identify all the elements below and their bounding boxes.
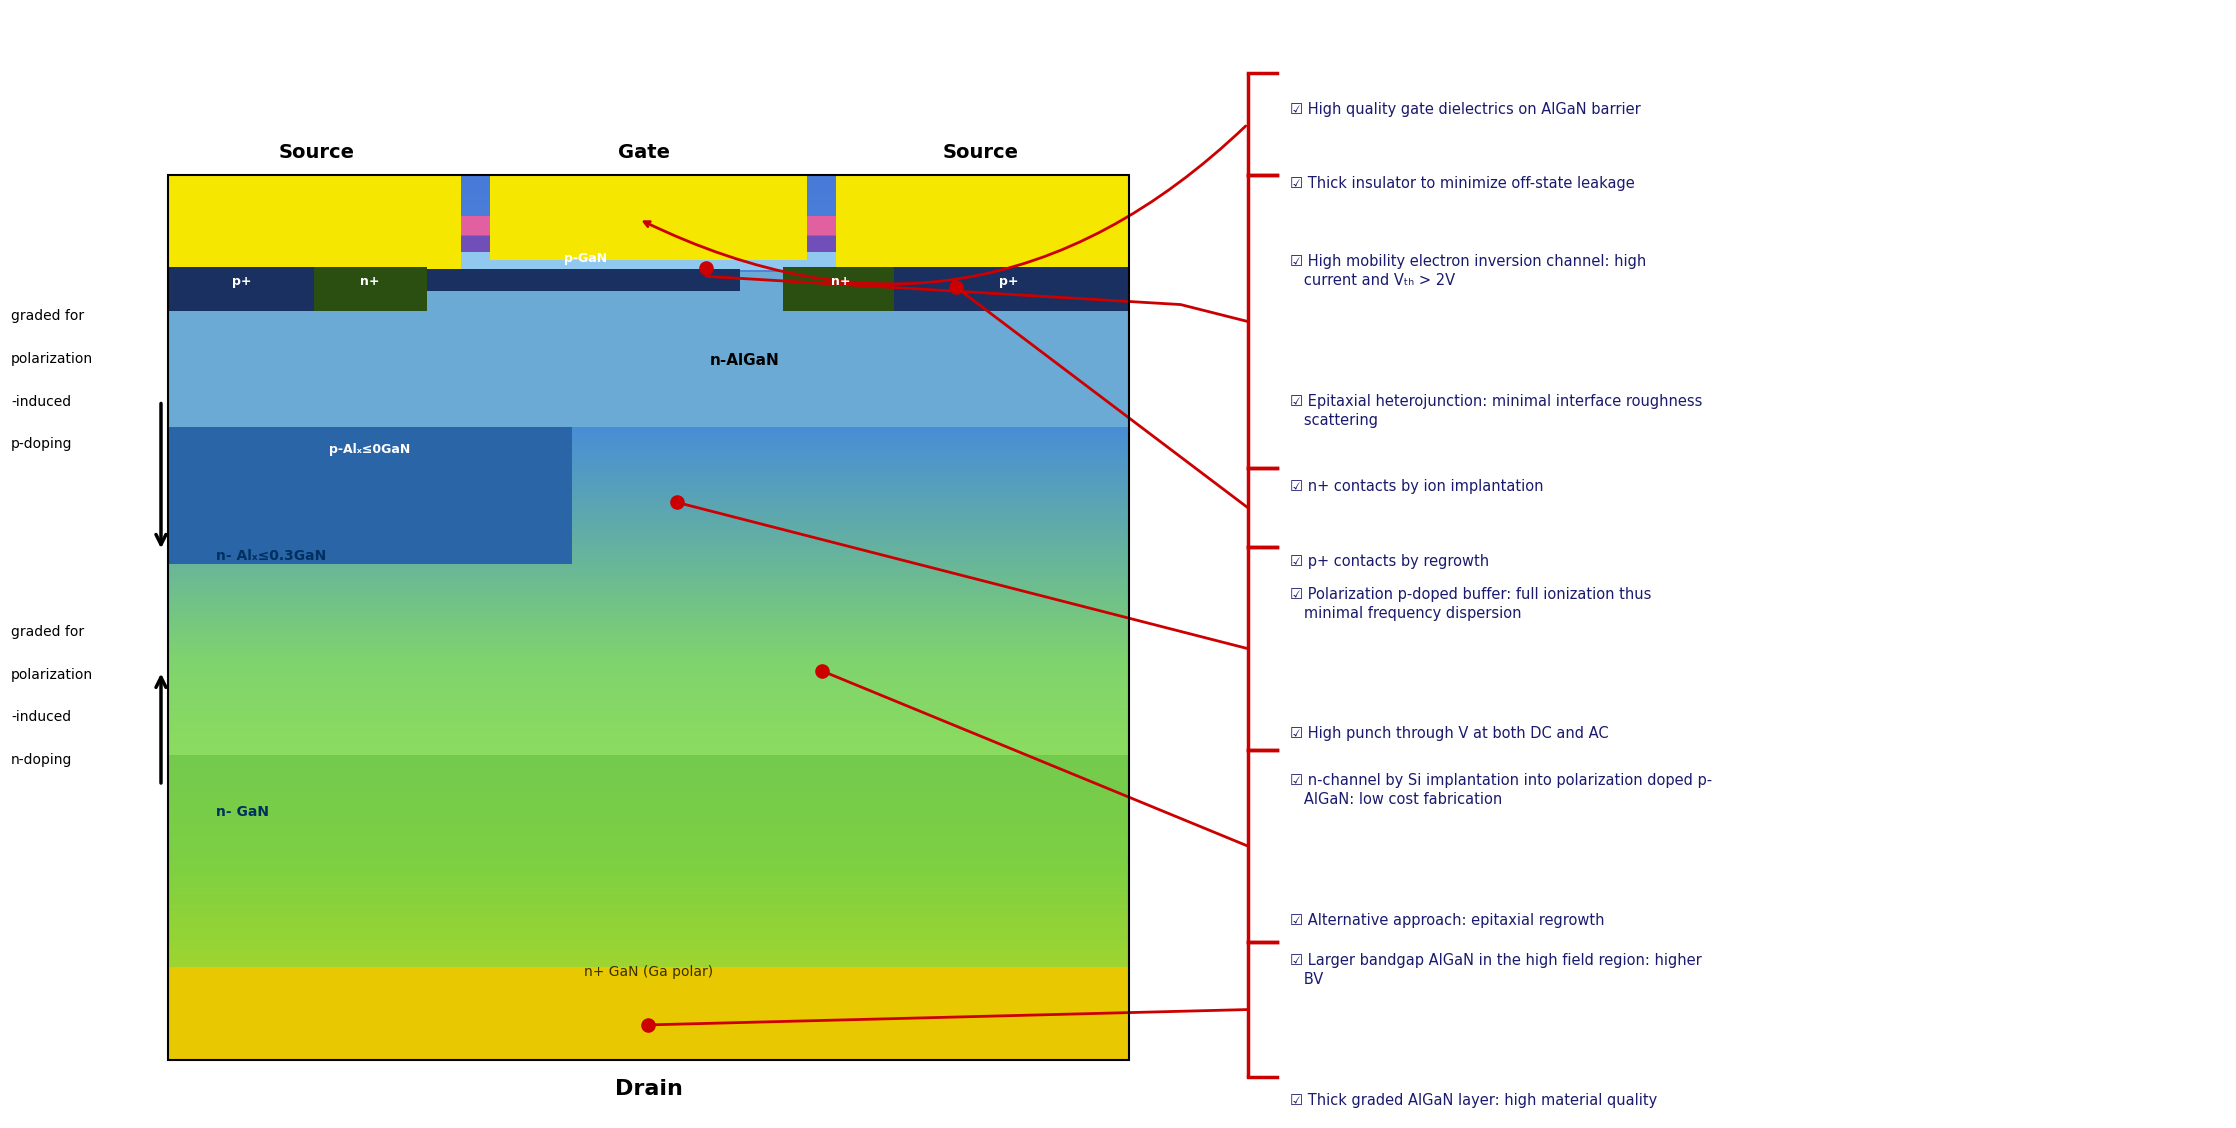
Bar <box>427 268 740 291</box>
Bar <box>783 267 894 311</box>
Text: p+: p+ <box>233 274 250 288</box>
Bar <box>168 215 1129 235</box>
Bar <box>168 755 1129 968</box>
Bar <box>168 968 1129 1060</box>
Text: ☑ Polarization p-doped buffer: full ionization thus
   minimal frequency dispers: ☑ Polarization p-doped buffer: full ioni… <box>1290 587 1652 620</box>
Text: ☑ Larger bandgap AlGaN in the high field region: higher
   BV: ☑ Larger bandgap AlGaN in the high field… <box>1290 953 1702 987</box>
Text: ☑ High quality gate dielectrics on AlGaN barrier: ☑ High quality gate dielectrics on AlGaN… <box>1290 102 1641 116</box>
Bar <box>168 267 313 311</box>
Text: ☑ High mobility electron inversion channel: high
   current and Vₜₕ > 2V: ☑ High mobility electron inversion chann… <box>1290 254 1646 288</box>
Bar <box>168 272 1129 428</box>
Bar <box>168 175 461 283</box>
Point <box>939 279 975 297</box>
Point <box>803 662 838 680</box>
Text: -induced: -induced <box>11 711 72 724</box>
Text: ☑ Epitaxial heterojunction: minimal interface roughness
   scattering: ☑ Epitaxial heterojunction: minimal inte… <box>1290 394 1702 428</box>
Point <box>689 258 724 276</box>
Text: p+: p+ <box>999 274 1020 288</box>
Bar <box>168 236 1129 252</box>
Text: p-Alₓ≤0GaN: p-Alₓ≤0GaN <box>329 443 409 456</box>
Text: Source: Source <box>941 143 1017 161</box>
Text: Gate: Gate <box>617 143 669 161</box>
Text: polarization: polarization <box>11 352 94 365</box>
Text: ☑ Thick insulator to minimize off-state leakage: ☑ Thick insulator to minimize off-state … <box>1290 176 1635 191</box>
Bar <box>168 428 572 564</box>
Text: graded for: graded for <box>11 625 85 638</box>
Bar <box>168 252 1129 271</box>
Bar <box>490 175 807 259</box>
Text: n-AlGaN: n-AlGaN <box>709 353 780 368</box>
Text: -induced: -induced <box>11 395 72 408</box>
Text: p-doping: p-doping <box>11 438 74 451</box>
Bar <box>313 267 427 311</box>
Text: n+ GaN (Ga polar): n+ GaN (Ga polar) <box>584 964 713 979</box>
Text: Source: Source <box>280 143 356 161</box>
Bar <box>836 175 1129 283</box>
Text: n- GaN: n- GaN <box>215 805 268 819</box>
Bar <box>894 267 1129 311</box>
Text: ☑ n-channel by Si implantation into polarization doped p-
   AlGaN: low cost fab: ☑ n-channel by Si implantation into pola… <box>1290 773 1713 807</box>
Text: Drain: Drain <box>615 1078 682 1099</box>
Text: p-GaN: p-GaN <box>563 252 608 265</box>
Text: graded for: graded for <box>11 309 85 323</box>
Text: ☑ High punch through V at both DC and AC: ☑ High punch through V at both DC and AC <box>1290 726 1608 741</box>
Text: ☑ Thick graded AlGaN layer: high material quality: ☑ Thick graded AlGaN layer: high materia… <box>1290 1093 1657 1108</box>
Text: ☑ n+ contacts by ion implantation: ☑ n+ contacts by ion implantation <box>1290 479 1543 494</box>
Text: n-doping: n-doping <box>11 754 72 767</box>
Text: n- Alₓ≤0.3GaN: n- Alₓ≤0.3GaN <box>215 548 326 563</box>
Text: n+: n+ <box>360 274 380 288</box>
Bar <box>168 175 1129 1060</box>
Text: ☑ Alternative approach: epitaxial regrowth: ☑ Alternative approach: epitaxial regrow… <box>1290 913 1605 927</box>
Text: ☑ p+ contacts by regrowth: ☑ p+ contacts by regrowth <box>1290 554 1489 569</box>
Point <box>660 493 695 511</box>
Text: n+: n+ <box>832 274 850 288</box>
Point <box>631 1016 666 1034</box>
Text: polarization: polarization <box>11 668 94 681</box>
